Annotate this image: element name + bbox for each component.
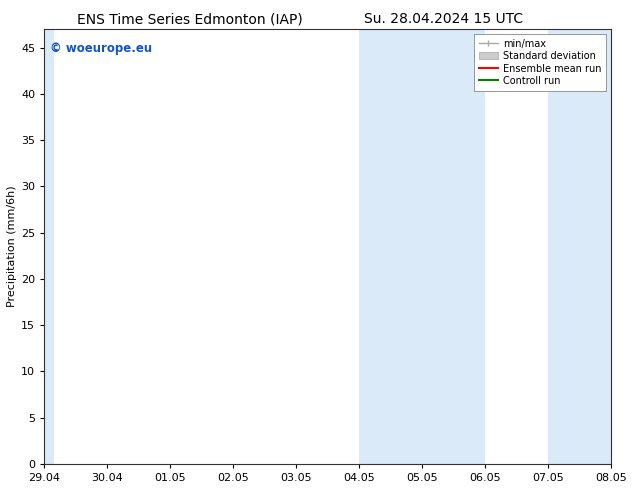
Bar xyxy=(391,29,485,464)
Legend: min/max, Standard deviation, Ensemble mean run, Controll run: min/max, Standard deviation, Ensemble me… xyxy=(474,34,606,91)
Text: Su. 28.04.2024 15 UTC: Su. 28.04.2024 15 UTC xyxy=(365,12,523,26)
Text: © woeurope.eu: © woeurope.eu xyxy=(50,42,152,55)
Bar xyxy=(41,29,54,464)
Bar xyxy=(359,29,391,464)
Y-axis label: Precipitation (mm/6h): Precipitation (mm/6h) xyxy=(7,186,17,307)
Bar xyxy=(579,29,614,464)
Bar xyxy=(548,29,579,464)
Text: ENS Time Series Edmonton (IAP): ENS Time Series Edmonton (IAP) xyxy=(77,12,303,26)
